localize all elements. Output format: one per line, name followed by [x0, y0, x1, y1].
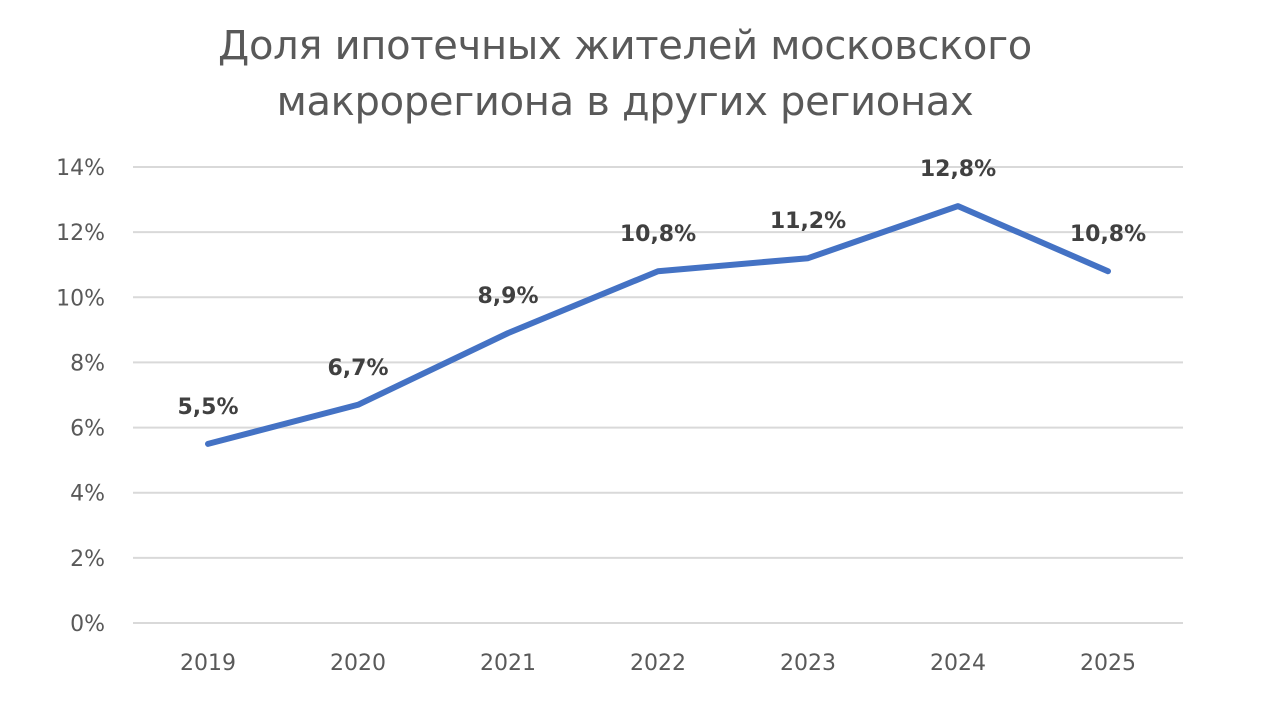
y-axis-ticks: 0% 2% 4% 6% 8% 10% 12% 14%	[56, 156, 105, 637]
data-label: 5,5%	[177, 395, 238, 420]
x-tick-label: 2021	[480, 651, 536, 676]
data-label: 11,2%	[770, 209, 846, 234]
x-tick-label: 2019	[180, 651, 236, 676]
series-layer	[205, 203, 1111, 447]
chart-title-line-1: Доля ипотечных жителей московского	[218, 23, 1032, 69]
data-label: 10,8%	[620, 222, 696, 247]
data-label: 6,7%	[327, 356, 388, 381]
data-labels: 5,5% 6,7% 8,9% 10,8% 11,2% 12,8% 10,8%	[177, 157, 1146, 420]
x-tick-label: 2020	[330, 651, 386, 676]
chart-title-line-2: макрорегиона в других регионах	[276, 79, 974, 125]
y-tick-label: 10%	[56, 286, 105, 311]
x-axis-ticks: 2019 2020 2021 2022 2023 2024 2025	[180, 651, 1136, 676]
gridlines	[133, 166, 1183, 624]
data-label: 10,8%	[1070, 222, 1146, 247]
y-tick-label: 12%	[56, 221, 105, 246]
y-tick-label: 6%	[70, 417, 105, 442]
x-tick-label: 2022	[630, 651, 686, 676]
data-label: 8,9%	[477, 284, 538, 309]
x-tick-label: 2025	[1080, 651, 1136, 676]
y-tick-label: 8%	[70, 351, 105, 376]
x-tick-label: 2024	[930, 651, 986, 676]
y-tick-label: 0%	[70, 612, 105, 637]
y-tick-label: 14%	[56, 156, 105, 181]
x-tick-label: 2023	[780, 651, 836, 676]
y-tick-label: 4%	[70, 482, 105, 507]
chart-title: Доля ипотечных жителей московского макро…	[0, 18, 1250, 130]
y-tick-label: 2%	[70, 547, 105, 572]
data-label: 12,8%	[920, 157, 996, 182]
